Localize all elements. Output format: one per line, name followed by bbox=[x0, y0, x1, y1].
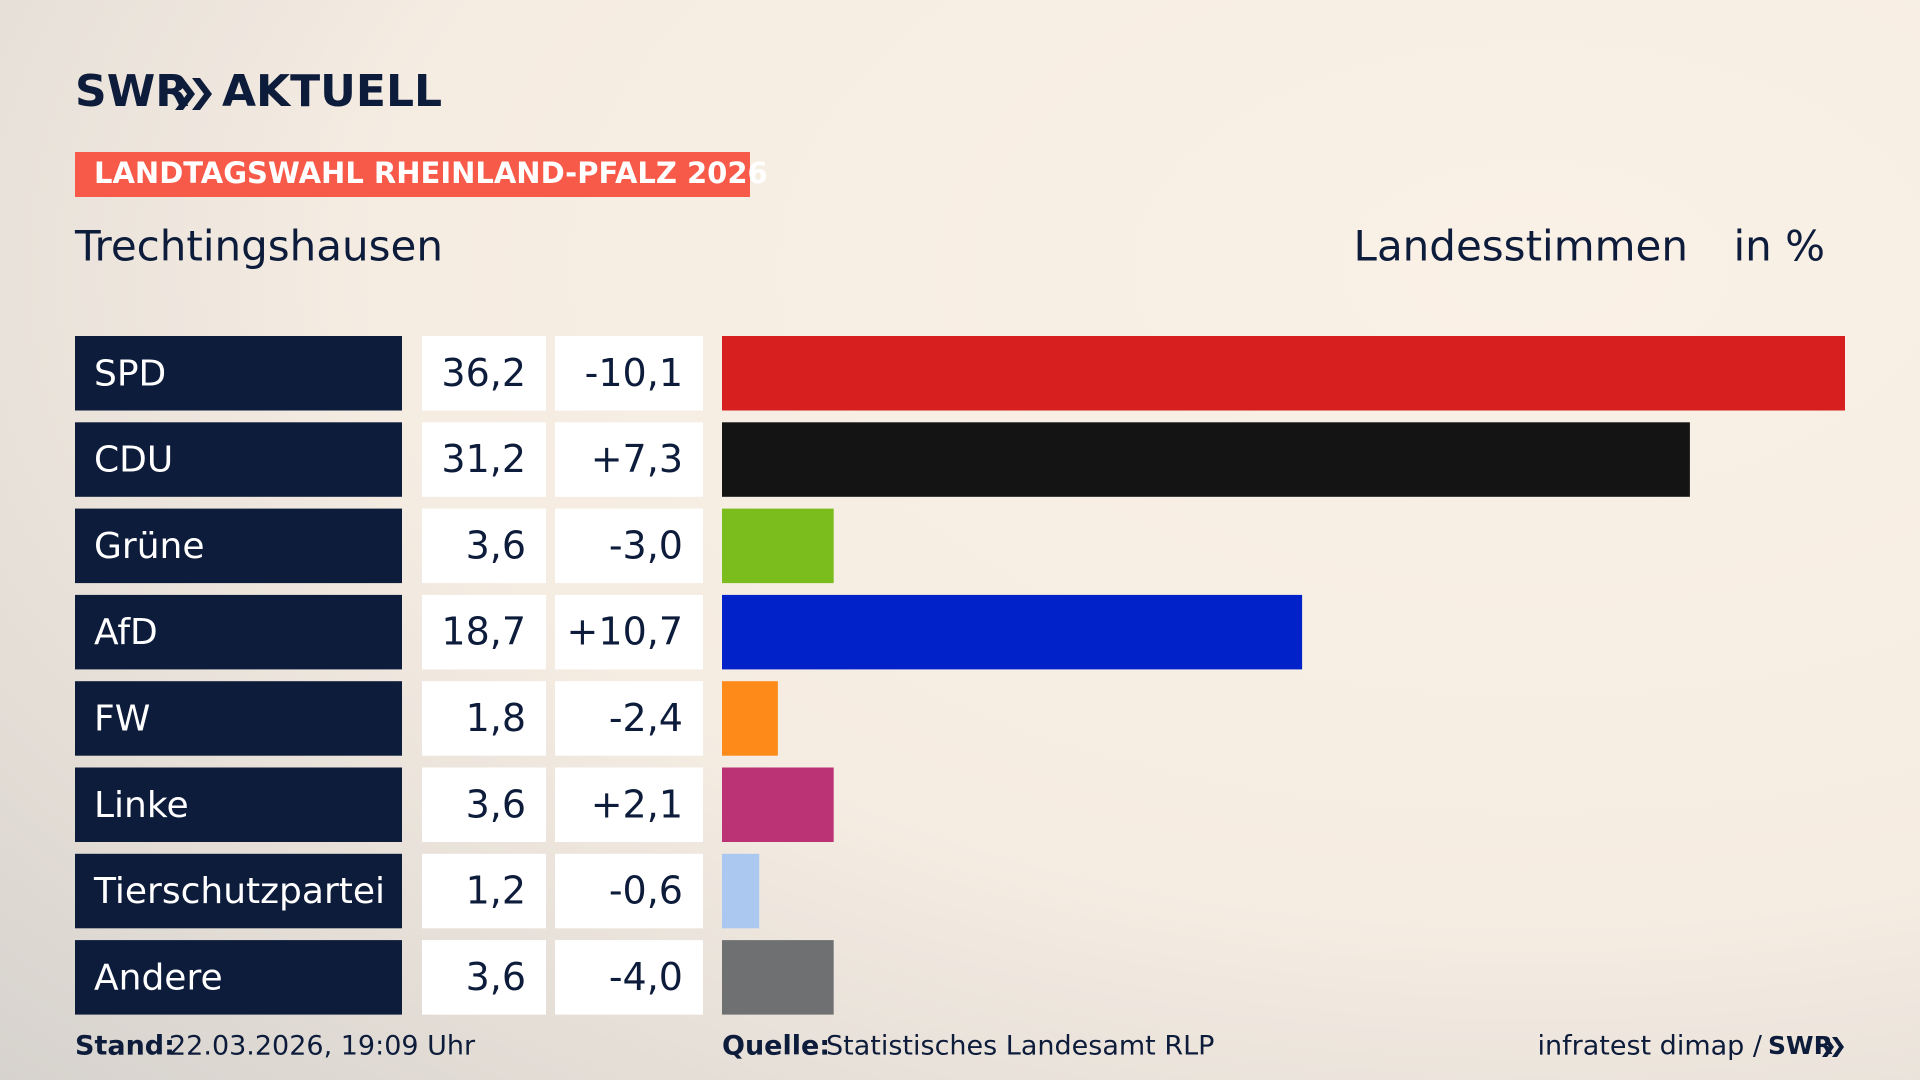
change-box bbox=[555, 767, 703, 842]
party-name: CDU bbox=[94, 440, 173, 481]
change-label: +7,3 bbox=[591, 437, 683, 481]
change-box bbox=[555, 940, 703, 1015]
change-label: -2,4 bbox=[609, 696, 683, 740]
value-box bbox=[422, 422, 546, 497]
change-label: +2,1 bbox=[591, 782, 683, 826]
value-box bbox=[422, 336, 546, 411]
brand-chevrons bbox=[175, 78, 212, 110]
value-label: 3,6 bbox=[466, 523, 526, 567]
measure: Landesstimmen bbox=[1354, 222, 1688, 271]
credit-chevrons bbox=[1822, 1037, 1844, 1057]
change-label: -10,1 bbox=[585, 351, 683, 395]
bar bbox=[722, 336, 1845, 411]
party-name: AfD bbox=[94, 612, 158, 653]
brand-product: AKTUELL bbox=[222, 66, 442, 117]
change-label: -0,6 bbox=[609, 869, 683, 913]
value-box bbox=[422, 853, 546, 929]
change-box bbox=[555, 681, 703, 756]
party-name: SPD bbox=[94, 353, 166, 394]
change-box bbox=[555, 594, 703, 670]
party-name: Tierschutzpartei bbox=[93, 871, 385, 912]
stand-label: Stand: bbox=[75, 1031, 175, 1062]
party-name: Andere bbox=[94, 957, 223, 998]
party-name: Grüne bbox=[94, 526, 204, 567]
change-box bbox=[555, 508, 703, 584]
value-box bbox=[422, 940, 546, 1015]
party-name: Linke bbox=[94, 785, 189, 826]
bar bbox=[722, 422, 1690, 497]
stand: 22.03.2026, 19:09 Uhr bbox=[169, 1031, 476, 1062]
party-box bbox=[75, 681, 402, 756]
subtitle: Trechtingshausen bbox=[74, 222, 443, 271]
bar bbox=[722, 594, 1303, 670]
bar bbox=[722, 853, 760, 929]
brand: SWR bbox=[75, 66, 189, 117]
party-box bbox=[75, 767, 402, 842]
value-label: 36,2 bbox=[441, 351, 526, 395]
value-label: 1,8 bbox=[466, 696, 526, 740]
change-box bbox=[555, 853, 703, 929]
bar bbox=[722, 767, 834, 842]
chart-title: LANDTAGSWAHL RHEINLAND-PFALZ 2026 bbox=[94, 156, 768, 190]
change-label: -3,0 bbox=[609, 523, 683, 567]
party-box bbox=[75, 508, 402, 584]
value-label: 3,6 bbox=[466, 955, 526, 999]
party-box bbox=[75, 422, 402, 497]
value-label: 31,2 bbox=[441, 437, 526, 481]
bar bbox=[722, 508, 834, 584]
value-label: 18,7 bbox=[441, 610, 526, 654]
title-box bbox=[75, 152, 750, 197]
change-box bbox=[555, 336, 703, 411]
value-box bbox=[422, 594, 546, 670]
value-label: 3,6 bbox=[466, 782, 526, 826]
party-box bbox=[75, 336, 402, 411]
party-name: FW bbox=[94, 698, 150, 739]
change-label: +10,7 bbox=[567, 610, 683, 654]
source: Statistisches Landesamt RLP bbox=[826, 1031, 1214, 1062]
bar bbox=[722, 940, 834, 1015]
rows: SPD 36,2 -10,1 CDU 31,2 +7,3 Grüne 3,6 -3,0 AfD 18… bbox=[75, 336, 1845, 1015]
change-label: -4,0 bbox=[609, 955, 683, 999]
value-box bbox=[422, 767, 546, 842]
unit: in % bbox=[1733, 222, 1825, 271]
party-box bbox=[75, 940, 402, 1015]
value-box bbox=[422, 508, 546, 584]
bar bbox=[722, 681, 778, 756]
party-box bbox=[75, 853, 402, 929]
change-box bbox=[555, 422, 703, 497]
credit: infratest dimap / bbox=[1537, 1031, 1762, 1062]
source-label: Quelle: bbox=[722, 1031, 830, 1062]
value-label: 1,2 bbox=[466, 869, 526, 913]
party-box bbox=[75, 594, 402, 670]
credit-brand: SWR bbox=[1768, 1031, 1833, 1060]
value-box bbox=[422, 681, 546, 756]
